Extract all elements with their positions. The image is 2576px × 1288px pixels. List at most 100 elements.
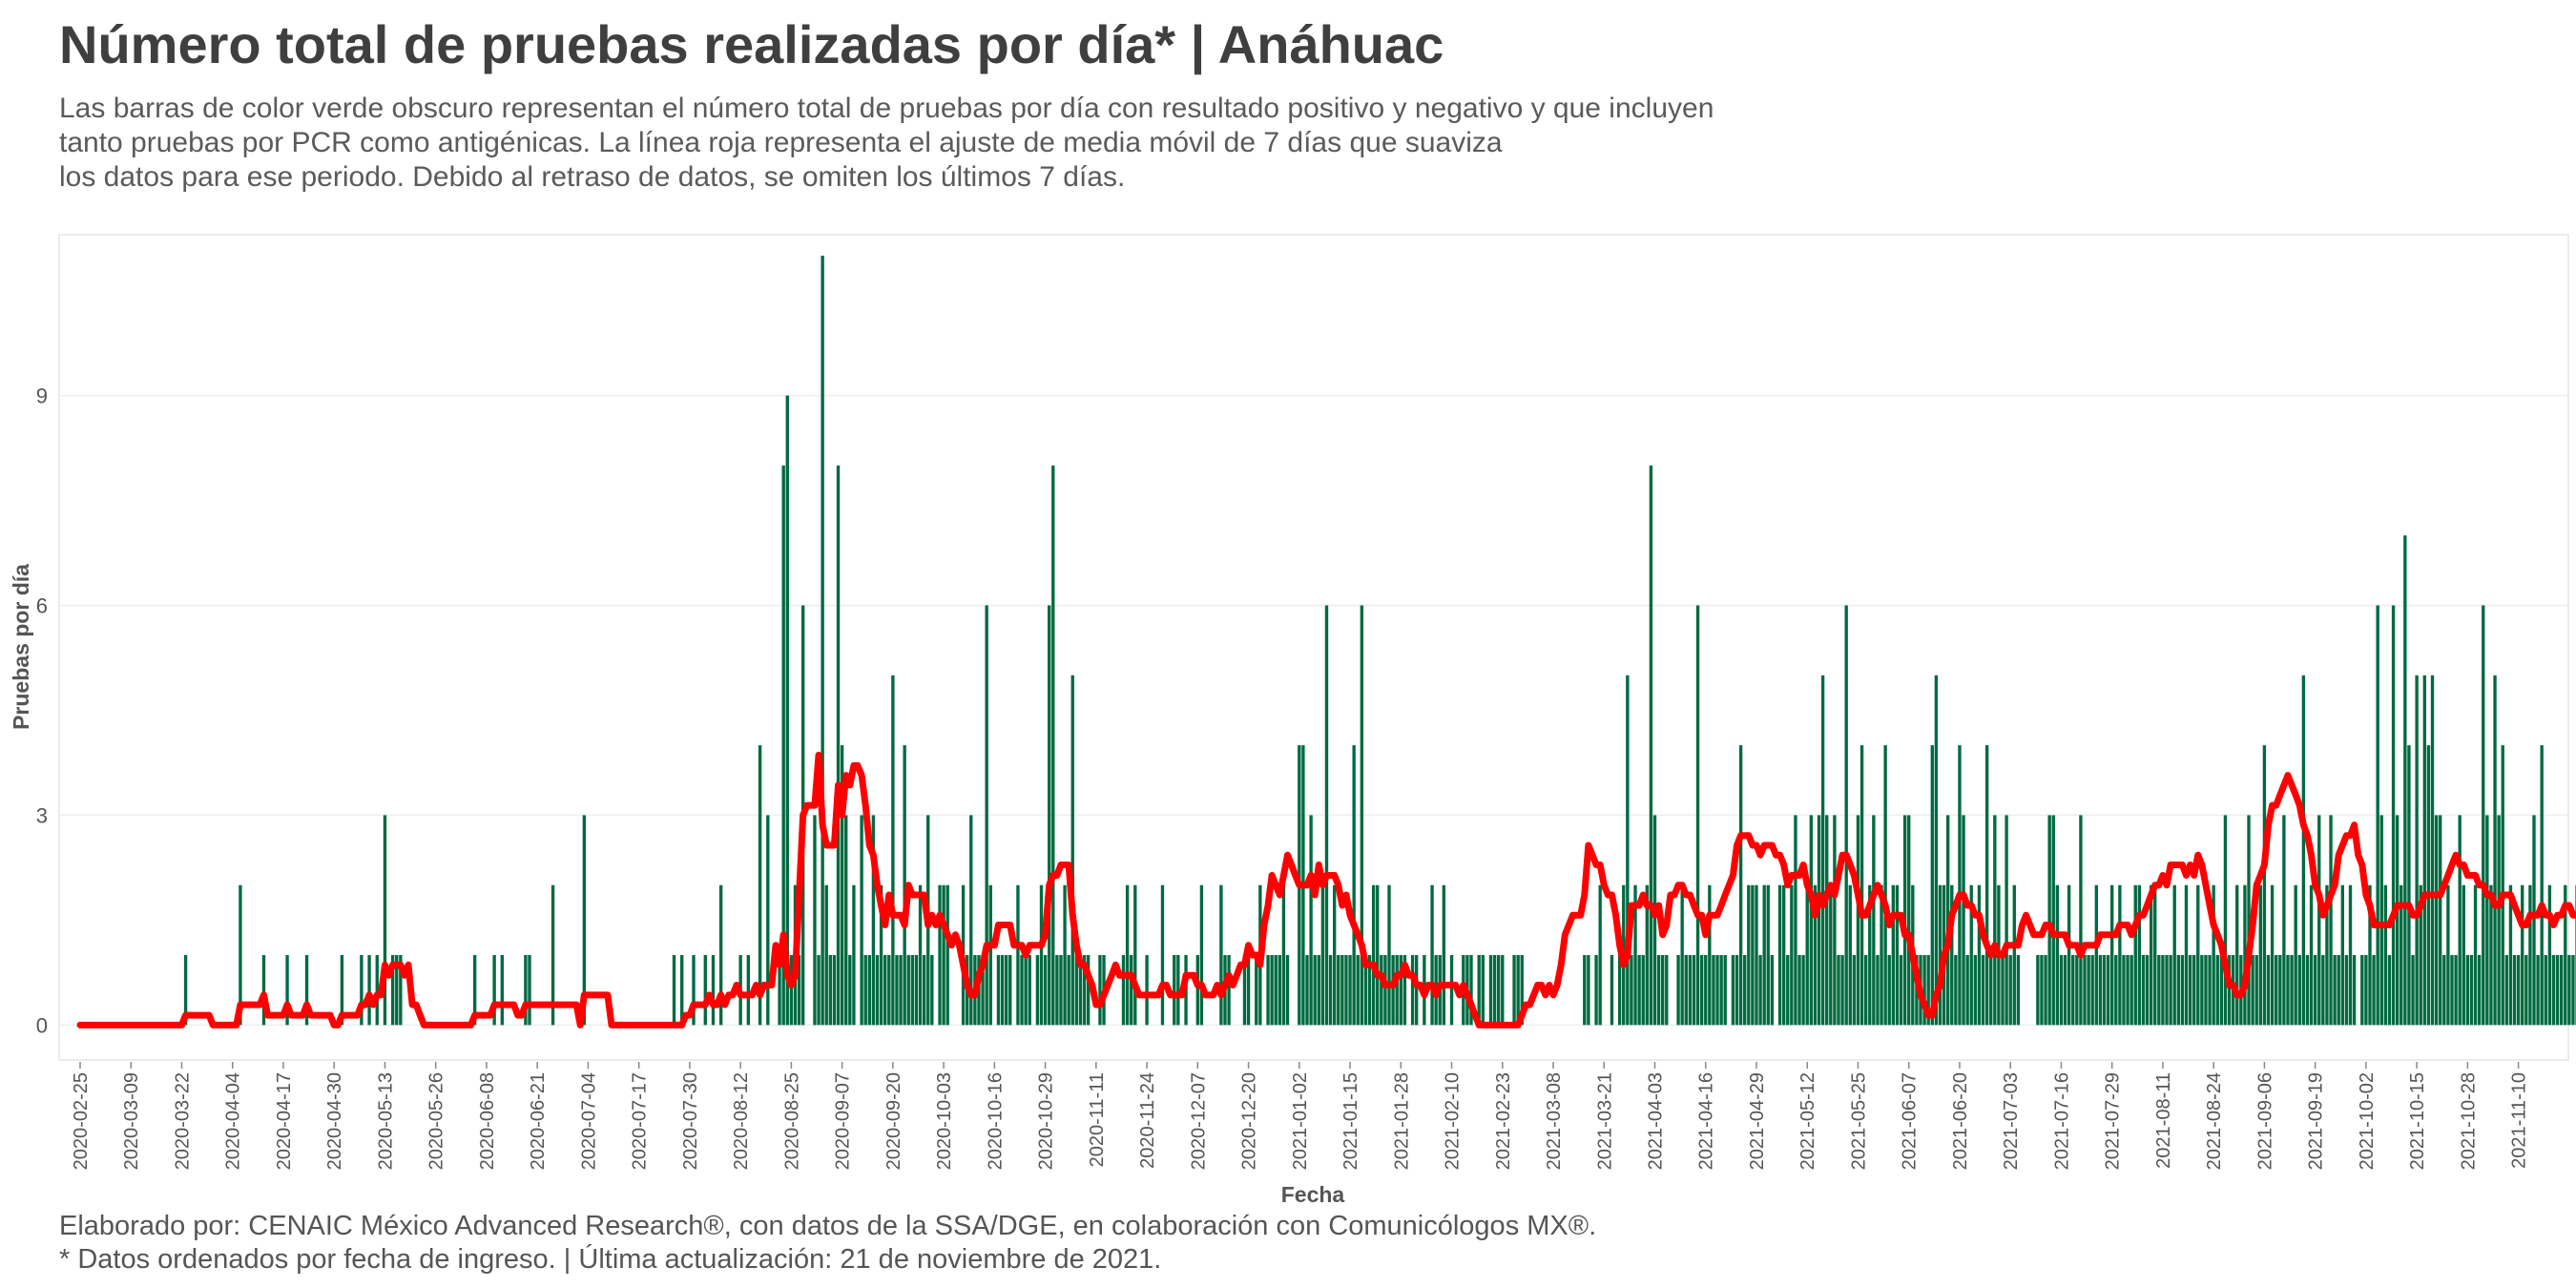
bar: [2329, 815, 2333, 1026]
bar: [1656, 955, 1661, 1026]
bar: [718, 884, 723, 1026]
bar: [2118, 884, 2122, 1026]
x-tick-label: 2020-06-21: [528, 1072, 549, 1170]
bar: [1977, 884, 1982, 1026]
bar: [821, 255, 824, 1026]
bar: [2497, 815, 2501, 1026]
bar: [922, 955, 926, 1026]
bar: [1883, 745, 1887, 1026]
x-tick-label: 2020-07-30: [680, 1072, 701, 1170]
bar: [2411, 955, 2415, 1026]
bar: [1813, 884, 1818, 1026]
x-tick-label: 2021-03-21: [1594, 1072, 1615, 1170]
bar: [1993, 815, 1997, 1026]
bar: [1610, 955, 1614, 1026]
bar: [2493, 675, 2497, 1026]
bar: [1840, 955, 1844, 1026]
x-tick-label: 2021-09-19: [2306, 1072, 2327, 1170]
x-tick-label: 2020-08-25: [781, 1072, 802, 1170]
chart-subtitle: Las barras de color verde obscuro repres…: [59, 92, 1872, 195]
bar: [1770, 955, 1775, 1026]
bar: [2430, 675, 2435, 1026]
bar: [2180, 955, 2185, 1026]
bar: [2485, 815, 2489, 1026]
bar: [1743, 955, 1747, 1026]
bar: [2465, 955, 2470, 1026]
bar: [1652, 815, 1657, 1026]
caption-line-1: Elaborado por: CENAIC México Advanced Re…: [59, 1211, 1597, 1241]
bar: [2344, 955, 2349, 1026]
bar: [2399, 884, 2403, 1026]
bar: [981, 955, 985, 1026]
bar: [1922, 955, 1926, 1026]
bar: [2387, 955, 2392, 1026]
bar: [1633, 884, 1637, 1026]
bar: [2372, 955, 2376, 1026]
x-tick-label: 2021-05-12: [1797, 1072, 1818, 1170]
bar: [860, 815, 863, 1026]
x-tick-label: 2020-10-16: [985, 1072, 1006, 1170]
bar: [1872, 815, 1876, 1026]
bar: [2110, 884, 2114, 1026]
bar: [1324, 605, 1329, 1026]
bar: [1501, 955, 1505, 1026]
bar: [1934, 675, 1939, 1026]
bar: [2219, 955, 2224, 1026]
bar: [2282, 815, 2286, 1026]
bar: [2145, 955, 2150, 1026]
bar: [840, 745, 844, 1026]
bar: [2383, 884, 2388, 1026]
x-tick-label: 2021-06-20: [1950, 1072, 1971, 1170]
bar: [1380, 955, 1383, 1026]
bar: [2360, 955, 2364, 1026]
bar: [1242, 955, 1247, 1026]
bar: [692, 955, 696, 1026]
bar: [1617, 955, 1622, 1026]
bar: [887, 955, 891, 1026]
bar: [2286, 955, 2290, 1026]
x-tick-label: 2020-02-25: [71, 1072, 92, 1170]
bar: [2564, 884, 2567, 1026]
bar: [1449, 955, 1454, 1026]
bar: [2442, 955, 2446, 1026]
bar: [2434, 815, 2439, 1026]
bar: [1048, 605, 1051, 1026]
bar: [1762, 884, 1766, 1026]
bar: [2379, 815, 2383, 1026]
bar: [1328, 955, 1333, 1026]
bar: [1777, 884, 1782, 1026]
bar: [340, 955, 344, 1026]
bar: [1755, 884, 1758, 1026]
bar: [2126, 955, 2129, 1026]
bar: [2450, 955, 2454, 1026]
bar: [2516, 955, 2521, 1026]
x-tick-label: 2021-01-28: [1391, 1072, 1412, 1170]
bar: [2547, 884, 2552, 1026]
bar: [1016, 884, 1020, 1026]
bar: [1371, 884, 1376, 1026]
x-tick-label: 2021-02-10: [1443, 1072, 1464, 1170]
bar: [2540, 745, 2544, 1026]
bar: [863, 955, 867, 1026]
bar: [524, 955, 528, 1026]
x-tick-label: 2020-04-04: [223, 1072, 244, 1170]
bar: [2149, 884, 2153, 1026]
bar: [1469, 955, 1473, 1026]
x-tick-label: 2021-04-03: [1646, 1072, 1667, 1170]
bar: [1637, 955, 1641, 1026]
bar: [2212, 884, 2215, 1026]
bar: [2075, 955, 2079, 1026]
bar: [1130, 955, 1133, 1026]
bar: [1246, 955, 1251, 1026]
bar: [1199, 884, 1204, 1026]
bar: [1661, 955, 1665, 1026]
bar: [1173, 955, 1176, 1026]
bar: [1028, 955, 1031, 1026]
bar: [2407, 745, 2411, 1026]
bar: [1626, 675, 1630, 1026]
bar: [2536, 955, 2540, 1026]
bar: [2278, 955, 2282, 1026]
bar: [2512, 955, 2517, 1026]
bar: [2133, 884, 2137, 1026]
